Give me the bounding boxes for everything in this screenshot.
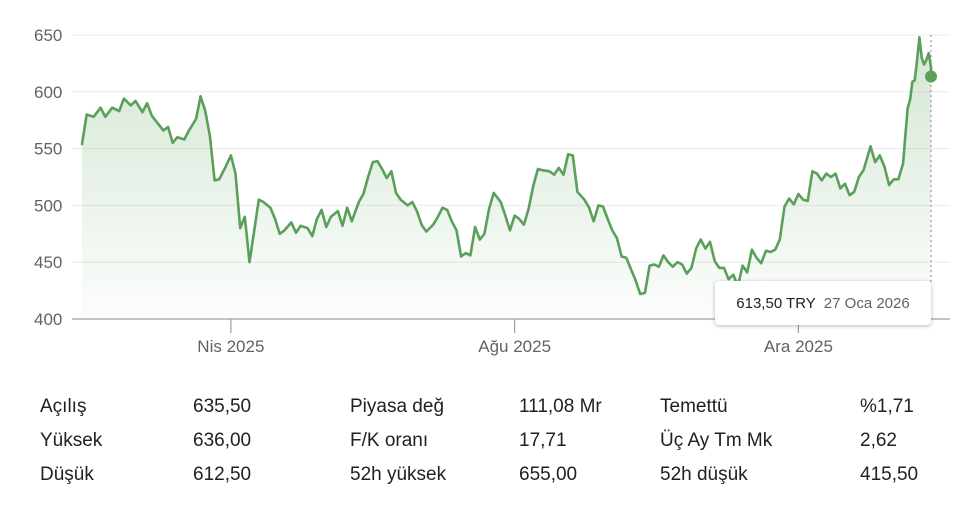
stat-value-pe-ratio: 17,71 (519, 430, 567, 451)
stat-value-open: 635,50 (193, 396, 252, 417)
stats-row-3: Düşük 612,50 52h yüksek 655,00 52h düşük… (0, 458, 960, 492)
stat-value-quarterly-yield: 2,62 (860, 430, 897, 451)
stat-label-quarterly-yield: Üç Ay Tm Mk (660, 430, 773, 451)
tooltip-price: 613,50 TRY (736, 294, 816, 312)
price-chart[interactable]: 400 450 500 550 600 650 Nis 2025 Ağu 2025 Ara 2… (0, 0, 960, 370)
x-tick-label-1: Ağu 2025 (478, 337, 551, 356)
price-line (80, 36, 933, 296)
y-tick-label-550: 550 (34, 140, 62, 159)
stats-row-2: Yüksek 636,00 F/K oranı 17,71 Üç Ay Tm M… (0, 424, 960, 458)
stat-label-low: Düşük (40, 464, 94, 485)
stat-label-52w-high: 52h yüksek (350, 464, 447, 485)
price-area-fill (82, 37, 931, 320)
y-tick-label-650: 650 (34, 26, 62, 45)
stat-value-market-cap: 111,08 Mr (519, 396, 602, 417)
stat-label-dividend: Temettü (660, 396, 728, 417)
stat-label-high: Yüksek (40, 430, 103, 451)
current-price-marker (925, 70, 937, 83)
stat-label-open: Açılış (40, 396, 87, 417)
y-tick-label-450: 450 (34, 253, 62, 272)
stat-value-52w-low: 415,50 (860, 464, 919, 485)
x-tick-label-0: Nis 2025 (197, 337, 264, 356)
tooltip-date: 27 Oca 2026 (823, 294, 910, 312)
x-tick-label-2: Ara 2025 (764, 337, 833, 356)
stat-label-52w-low: 52h düşük (660, 464, 748, 485)
price-tooltip: 613,50 TRY 27 Oca 2026 (715, 281, 931, 325)
x-axis: Nis 2025 Ağu 2025 Ara 2025 (197, 319, 833, 356)
y-tick-label-600: 600 (34, 83, 62, 102)
stat-value-low: 612,50 (193, 464, 252, 485)
stat-value-52w-high: 655,00 (519, 464, 578, 485)
y-tick-label-500: 500 (34, 196, 62, 215)
stat-label-market-cap: Piyasa değ (350, 396, 445, 417)
stat-value-high: 636,00 (193, 430, 252, 451)
y-axis-labels: 400 450 500 550 600 650 (34, 26, 62, 329)
stats-row-1: Açılış 635,50 Piyasa değ 111,08 Mr Temet… (0, 390, 960, 424)
stat-value-dividend: %1,71 (860, 396, 914, 417)
stat-label-pe-ratio: F/K oranı (350, 430, 429, 451)
y-tick-label-400: 400 (34, 310, 62, 329)
